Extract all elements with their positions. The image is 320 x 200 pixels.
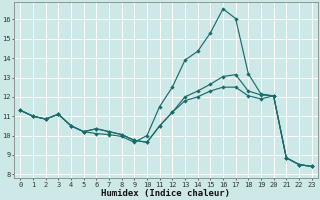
X-axis label: Humidex (Indice chaleur): Humidex (Indice chaleur) (101, 189, 230, 198)
